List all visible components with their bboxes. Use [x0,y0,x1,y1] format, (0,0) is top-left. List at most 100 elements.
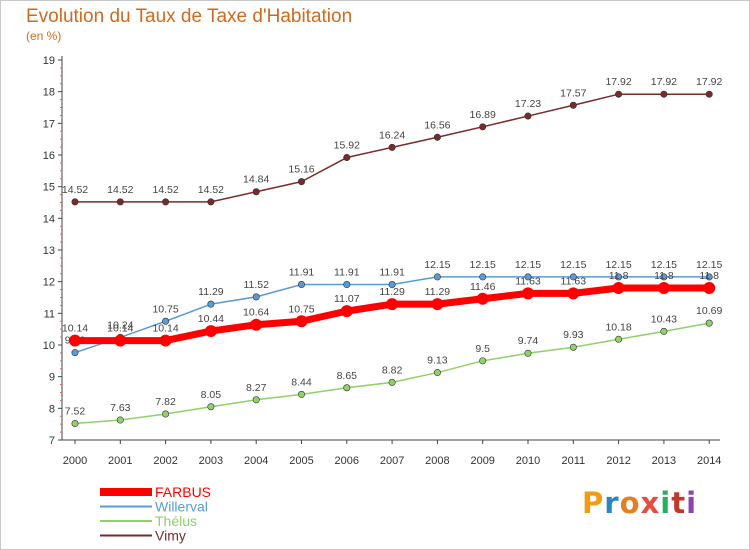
data-label-willerval: 11.29 [198,286,224,298]
data-point-willerval [297,281,305,289]
data-label-willerval: 12.15 [470,259,496,271]
data-point-vimy [433,133,441,141]
data-label-thélus: 9.74 [518,335,539,347]
data-label-farbus: 10.64 [243,307,269,319]
data-label-willerval: 12.15 [696,259,722,271]
data-label-farbus: 11.63 [561,275,587,287]
data-label-vimy: 17.57 [560,87,586,99]
data-point-vimy [162,198,170,206]
data-point-vimy [207,198,215,206]
data-point-thélus [479,357,487,365]
data-point-farbus [386,298,399,311]
x-tick-label: 2004 [244,455,268,467]
y-tick-label: 14 [43,213,55,225]
data-point-vimy [71,198,79,206]
data-point-farbus [159,334,172,347]
data-label-farbus: 11.29 [425,286,451,298]
x-tick-label: 2001 [108,455,132,467]
data-label-thélus: 7.63 [110,402,131,414]
data-label-farbus: 10.14 [152,323,178,335]
data-label-willerval: 10.24 [107,319,133,331]
data-point-farbus [250,318,263,331]
data-label-vimy: 17.92 [605,76,631,88]
data-label-vimy: 17.92 [696,76,722,88]
data-label-farbus: 11.8 [699,270,719,282]
data-point-thélus [660,327,668,335]
data-point-willerval [433,273,441,281]
data-point-vimy [524,112,532,120]
data-point-vimy [116,198,124,206]
data-label-vimy: 16.89 [470,109,496,121]
data-label-farbus: 11.63 [515,275,541,287]
data-point-farbus [295,315,308,328]
y-tick-label: 10 [43,340,55,352]
data-label-willerval: 11.52 [243,279,269,291]
data-point-farbus [567,287,580,300]
data-point-vimy [705,90,713,98]
data-label-willerval: 11.91 [379,267,405,279]
data-label-vimy: 15.92 [334,140,360,152]
x-tick-label: 2002 [153,455,177,467]
data-label-vimy: 14.52 [107,184,133,196]
x-tick-label: 2011 [561,455,585,467]
data-label-vimy: 17.92 [651,76,677,88]
chart-title: Evolution du Taux de Taxe d'Habitation [26,6,353,27]
data-label-thélus: 10.43 [651,313,677,325]
data-label-farbus: 10.44 [198,313,224,325]
data-label-thélus: 8.44 [291,376,312,388]
y-tick-label: 17 [43,118,55,130]
data-point-thélus [116,416,124,424]
data-label-willerval: 12.15 [651,259,677,271]
y-tick-label: 9 [49,372,55,384]
data-point-thélus [162,410,170,418]
legend-label-willerval: Willerval [155,499,208,515]
data-label-thélus: 10.18 [605,321,631,333]
data-label-thélus: 7.52 [65,406,86,418]
data-point-vimy [660,90,668,98]
y-tick-label: 12 [43,277,55,289]
data-point-willerval [660,273,668,281]
data-point-farbus [612,282,625,294]
data-label-vimy: 17.23 [515,98,541,110]
x-tick-label: 2007 [380,455,404,467]
y-tick-label: 8 [49,403,55,415]
data-point-thélus [388,378,396,386]
data-label-farbus: 10.14 [62,323,88,335]
data-label-vimy: 14.52 [152,184,178,196]
data-point-farbus [114,334,127,347]
data-label-vimy: 14.84 [243,174,269,186]
y-tick-label: 15 [43,182,55,194]
x-tick-label: 2005 [289,455,313,467]
data-label-thélus: 8.65 [337,370,358,382]
data-label-willerval: 12.15 [560,259,586,271]
data-label-willerval: 10.75 [152,303,178,315]
data-point-thélus [71,420,79,428]
data-label-willerval: 11.91 [289,267,315,279]
proxiti-logo: Proxiti [582,486,697,520]
x-tick-label: 2000 [63,455,87,467]
logo-letter: t [671,486,687,520]
data-label-vimy: 16.24 [379,129,405,141]
data-point-willerval [162,317,170,325]
y-tick-label: 7 [49,435,55,447]
data-point-thélus [615,335,623,343]
x-tick-label: 2012 [606,455,630,467]
data-label-thélus: 7.82 [155,396,176,408]
data-label-farbus: 11.07 [334,293,360,305]
data-point-vimy [479,123,487,131]
y-tick-label: 16 [43,150,55,162]
data-label-farbus: 11.8 [609,270,629,282]
data-label-thélus: 10.69 [696,305,722,317]
data-point-thélus [433,369,441,377]
y-tick-label: 11 [44,308,55,320]
data-point-farbus [657,282,670,294]
data-point-vimy [388,143,396,151]
data-point-vimy [615,90,623,98]
data-point-willerval [71,349,79,357]
legend-label-farbus: FARBUS [155,484,211,500]
data-point-thélus [343,384,351,392]
data-point-willerval [705,273,713,281]
data-point-willerval [388,281,396,289]
data-label-farbus: 11.8 [654,270,674,282]
